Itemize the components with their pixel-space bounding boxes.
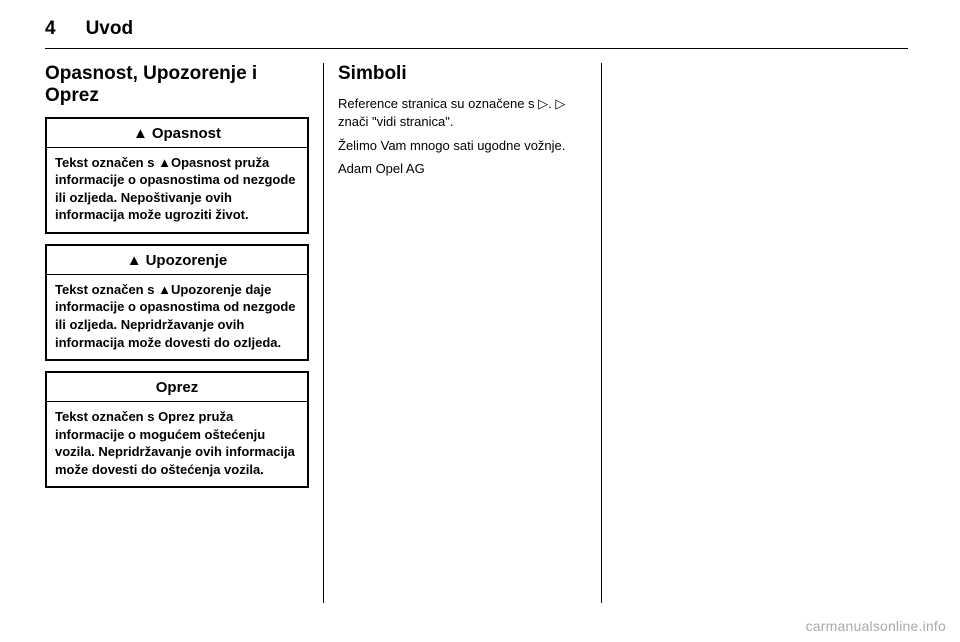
caution-box-head: Oprez [47, 373, 307, 402]
content-columns: Opasnost, Upozorenje i Oprez ▲ Opasnost … [45, 63, 908, 603]
danger-box-head: ▲ Opasnost [47, 119, 307, 148]
page-ref-icon: ▷ [538, 96, 548, 111]
column-1: Opasnost, Upozorenje i Oprez ▲ Opasnost … [45, 63, 323, 603]
symbols-text-1c: znači "vidi stranica". [338, 114, 453, 129]
section-title-symbols: Simboli [338, 63, 587, 85]
warning-triangle-icon: ▲ [158, 154, 171, 172]
header-rule [45, 48, 908, 49]
warning-box-body: Tekst označen s ▲Upozorenje daje informa… [47, 275, 307, 359]
danger-body-text-prefix: Tekst označen s [55, 155, 158, 170]
chapter-title: Uvod [86, 18, 134, 40]
column-3 [601, 63, 879, 603]
danger-body-keyword: Opasnost [171, 155, 231, 170]
symbols-paragraph-2: Želimo Vam mnogo sati ugodne vožnje. [338, 137, 587, 155]
warning-body-text-prefix: Tekst označen s [55, 282, 158, 297]
caution-head-label: Oprez [156, 379, 199, 396]
symbols-paragraph-1: Reference stranica su označene s ▷. ▷ zn… [338, 95, 587, 131]
danger-head-label: Opasnost [152, 125, 221, 142]
warning-triangle-icon: ▲ [127, 252, 142, 269]
caution-box: Oprez Tekst označen s Oprez pruža inform… [45, 371, 309, 488]
page-number: 4 [45, 18, 56, 40]
warning-body-keyword: Upozorenje [171, 282, 242, 297]
caution-box-body: Tekst označen s Oprez pruža informacije … [47, 402, 307, 486]
signature: Adam Opel AG [338, 161, 587, 176]
danger-box-body: Tekst označen s ▲Opasnost pruža informac… [47, 148, 307, 232]
manual-page: 4 Uvod Opasnost, Upozorenje i Oprez ▲ Op… [0, 0, 960, 642]
column-2: Simboli Reference stranica su označene s… [323, 63, 601, 603]
watermark: carmanualsonline.info [806, 618, 946, 634]
warning-triangle-icon: ▲ [158, 281, 171, 299]
page-ref-icon: ▷ [555, 96, 565, 111]
warning-head-label: Upozorenje [146, 252, 228, 269]
danger-box: ▲ Opasnost Tekst označen s ▲Opasnost pru… [45, 117, 309, 234]
warning-triangle-icon: ▲ [133, 125, 148, 142]
section-title-danger: Opasnost, Upozorenje i Oprez [45, 63, 309, 107]
symbols-text-1a: Reference stranica su označene s [338, 96, 538, 111]
warning-box-head: ▲ Upozorenje [47, 246, 307, 275]
warning-box: ▲ Upozorenje Tekst označen s ▲Upozorenje… [45, 244, 309, 361]
page-header: 4 Uvod [45, 18, 908, 40]
